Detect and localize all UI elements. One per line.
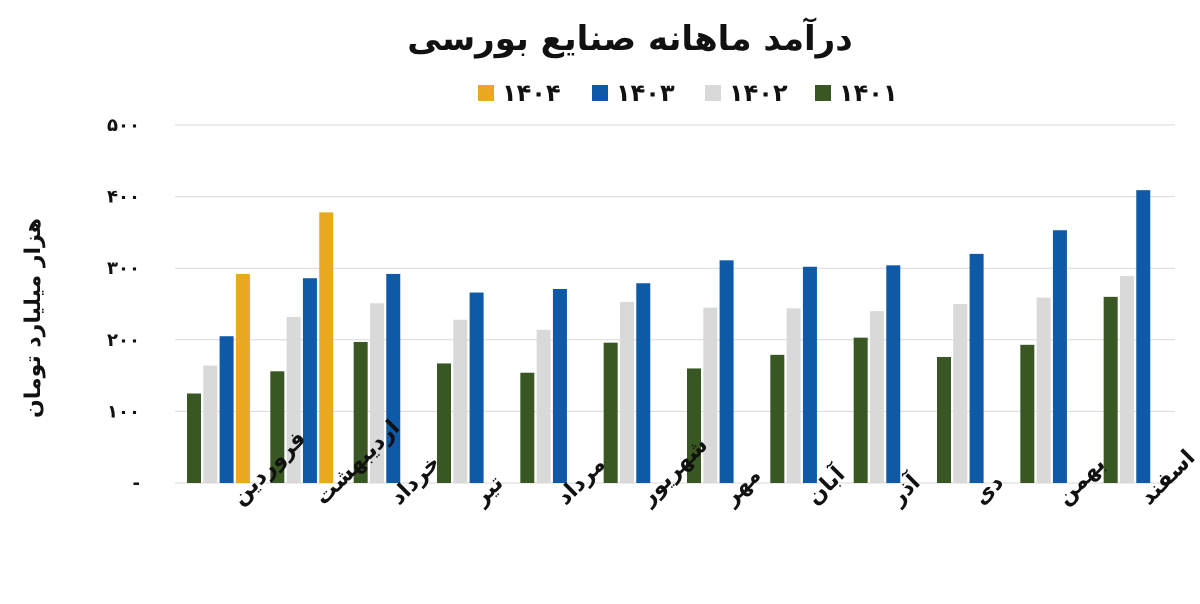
bar-۱۴۰۲ bbox=[536, 329, 551, 483]
bar-۱۴۰۳ bbox=[469, 292, 484, 483]
bar-۱۴۰۱ bbox=[1020, 344, 1035, 483]
y-axis-label: هزار میلیارد تومان bbox=[21, 218, 46, 418]
bar-۱۴۰۴ bbox=[235, 273, 250, 483]
legend-label: ۱۴۰۳ bbox=[616, 79, 675, 107]
bar-۱۴۰۱ bbox=[687, 368, 701, 483]
legend-swatch bbox=[815, 85, 831, 101]
y-tick-label: ۲۰۰ bbox=[107, 330, 140, 351]
bar-۱۴۰۲ bbox=[1119, 276, 1134, 483]
bar-۱۴۰۳ bbox=[552, 288, 567, 483]
bar-۱۴۰۳ bbox=[719, 260, 734, 483]
bar-۱۴۰۱ bbox=[1103, 296, 1118, 483]
bar-۱۴۰۴ bbox=[319, 212, 334, 484]
bar-۱۴۰۲ bbox=[786, 308, 801, 483]
legend-swatch bbox=[478, 85, 494, 101]
bar-۱۴۰۳ bbox=[219, 336, 234, 483]
y-tick-label: ۳۰۰ bbox=[107, 258, 140, 279]
legend-label: ۱۴۰۴ bbox=[502, 79, 561, 107]
bar-۱۴۰۱ bbox=[437, 363, 451, 483]
legend-label: ۱۴۰۱ bbox=[839, 79, 898, 107]
bar-۱۴۰۲ bbox=[286, 316, 301, 483]
bar-۱۴۰۱ bbox=[353, 341, 368, 483]
bar-۱۴۰۲ bbox=[203, 365, 218, 483]
y-tick-label: ۵۰۰ bbox=[107, 115, 140, 136]
legend-label: ۱۴۰۲ bbox=[729, 79, 788, 107]
bar-۱۴۰۱ bbox=[937, 356, 951, 483]
bar-۱۴۰۲ bbox=[619, 301, 634, 483]
y-tick-label: ۱۰۰ bbox=[107, 401, 140, 422]
bar-۱۴۰۲ bbox=[453, 319, 468, 483]
legend: ۱۴۰۴ ۱۴۰۳ ۱۴۰۲ ۱۴۰۱ bbox=[478, 79, 898, 107]
bar-۱۴۰۲ bbox=[703, 307, 718, 483]
bar-۱۴۰۱ bbox=[853, 337, 868, 483]
bar-۱۴۰۳ bbox=[302, 278, 317, 483]
y-tick-label: ۴۰۰ bbox=[107, 187, 140, 208]
gridlines bbox=[175, 124, 1175, 484]
bar-۱۴۰۳ bbox=[636, 283, 651, 483]
bar-۱۴۰۲ bbox=[369, 303, 384, 483]
bar-۱۴۰۱ bbox=[770, 354, 785, 483]
bars bbox=[187, 190, 1151, 484]
bar-۱۴۰۲ bbox=[953, 304, 968, 483]
bar-۱۴۰۲ bbox=[869, 311, 884, 483]
legend-swatch bbox=[705, 85, 721, 101]
legend-swatch bbox=[592, 85, 608, 101]
bar-۱۴۰۳ bbox=[886, 265, 901, 483]
bar-۱۴۰۱ bbox=[520, 372, 535, 483]
bar-۱۴۰۲ bbox=[1036, 297, 1051, 483]
bar-۱۴۰۳ bbox=[386, 273, 401, 483]
y-tick-labels: - ۱۰۰ ۲۰۰ ۳۰۰ ۴۰۰ ۵۰۰ bbox=[107, 115, 140, 494]
bar-۱۴۰۳ bbox=[802, 266, 817, 483]
bar-۱۴۰۱ bbox=[187, 393, 201, 483]
y-tick-label: - bbox=[133, 473, 140, 494]
chart-title: درآمد ماهانه صنایع بورسی bbox=[407, 17, 852, 59]
bar-۱۴۰۳ bbox=[1136, 190, 1151, 483]
bar-۱۴۰۱ bbox=[603, 342, 618, 483]
bar-۱۴۰۳ bbox=[1052, 230, 1067, 483]
bar-۱۴۰۳ bbox=[969, 253, 984, 483]
bar-۱۴۰۱ bbox=[270, 371, 285, 483]
